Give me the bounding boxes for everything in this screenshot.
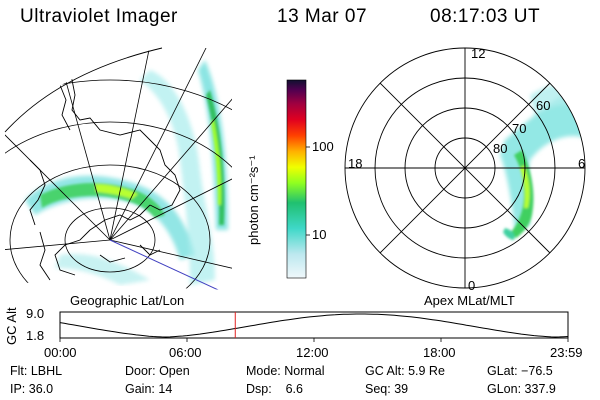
gain-info: Gain: 14 <box>125 382 172 396</box>
gcalt-value: 5.9 Re <box>408 364 445 378</box>
seq-info: Seq: 39 <box>365 382 408 396</box>
altitude-xtick-0000: 00:00 <box>44 345 77 360</box>
polar-grid <box>344 47 586 289</box>
instrument-title: Ultraviolet Imager <box>20 6 178 27</box>
altitude-plot <box>59 311 569 342</box>
geographic-grid <box>5 48 232 290</box>
date-label: 13 Mar 07 <box>277 6 368 27</box>
gain-value: 14 <box>158 382 173 396</box>
mode-label: Mode: <box>246 364 281 378</box>
mlt-label-12: 12 <box>471 46 486 61</box>
altitude-xtick-1800: 18:00 <box>423 345 456 360</box>
mlat-label-60: 60 <box>536 98 551 113</box>
gain-label: Gain: <box>125 382 155 396</box>
glat-info: GLat: −76.5 <box>487 364 553 378</box>
geographic-map <box>5 48 232 290</box>
altitude-ylabel: GC Alt <box>4 307 19 345</box>
mlt-label-18: 18 <box>348 156 363 171</box>
altitude-ytick-9: 9.0 <box>26 306 45 321</box>
right-panel-caption: Apex MLat/MLT <box>424 293 515 308</box>
gcalt-info: GC Alt: 5.9 Re <box>365 364 445 378</box>
altitude-xtick-0600: 06:00 <box>169 345 202 360</box>
mode-info: Mode: Normal <box>246 364 325 378</box>
colorbar-unit-label: photon cm⁻²s⁻¹ <box>246 155 261 245</box>
dsp-value: 6.6 <box>285 382 303 396</box>
filter-label: Flt: <box>10 364 28 378</box>
altitude-xtick-2359: 23:59 <box>550 345 583 360</box>
altitude-curve <box>59 313 569 338</box>
ip-label: IP: <box>10 382 26 396</box>
altitude-ytick-1.8: 1.8 <box>26 328 45 343</box>
glat-label: GLat: <box>487 364 518 378</box>
polar-plot <box>344 47 586 289</box>
mlt-label-0: 0 <box>468 278 476 293</box>
colorbar-tick-100: 100 <box>312 139 334 154</box>
altitude-xtick-1200: 12:00 <box>296 345 329 360</box>
time-label: 08:17:03 UT <box>430 6 541 27</box>
filter-info: Flt: LBHL <box>10 364 62 378</box>
mode-value: Normal <box>284 364 325 378</box>
filter-value: LBHL <box>30 364 63 378</box>
mlat-label-70: 70 <box>512 121 527 136</box>
ip-value: 36.0 <box>28 382 54 396</box>
dsp-label: Dsp: <box>246 382 272 396</box>
glon-info: GLon: 337.9 <box>487 382 556 396</box>
noon-meridian-line <box>109 239 232 290</box>
aurora-emission-left <box>25 60 228 285</box>
door-value: Open <box>159 364 190 378</box>
map-horizon <box>4 47 163 133</box>
door-label: Door: <box>125 364 156 378</box>
coastline <box>29 69 181 281</box>
glon-label: GLon: <box>487 382 522 396</box>
seq-value: 39 <box>394 382 409 396</box>
left-panel-caption: Geographic Lat/Lon <box>70 293 185 308</box>
door-info: Door: Open <box>125 364 190 378</box>
ip-info: IP: 36.0 <box>10 382 53 396</box>
colorbar <box>286 79 307 279</box>
mlt-label-6: 6 <box>578 156 586 171</box>
glat-value: −76.5 <box>521 364 553 378</box>
glon-value: 337.9 <box>524 382 556 396</box>
seq-label: Seq: <box>365 382 391 396</box>
colorbar-tick-10: 10 <box>312 227 327 242</box>
colorbar-ticks <box>306 146 310 236</box>
gcalt-label: GC Alt: <box>365 364 405 378</box>
mlat-label-80: 80 <box>493 141 508 156</box>
dsp-info: Dsp: 6.6 <box>246 382 303 396</box>
